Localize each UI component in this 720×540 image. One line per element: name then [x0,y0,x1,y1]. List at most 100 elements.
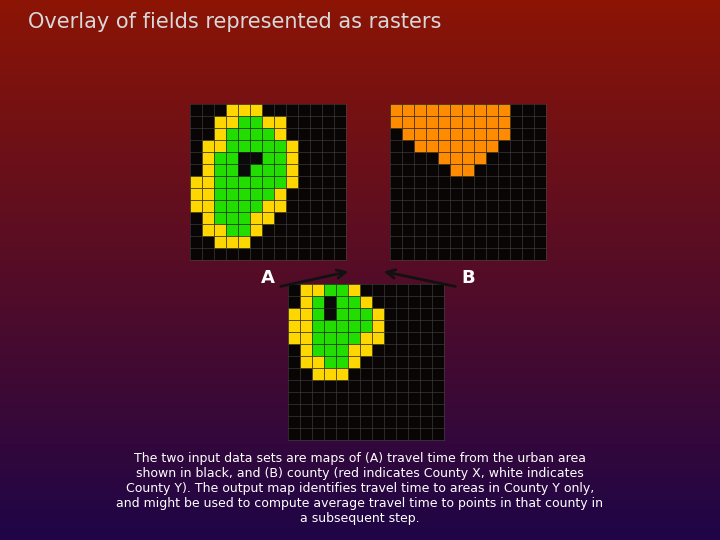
Bar [214,152,226,164]
Bar [202,200,214,212]
Bar [238,164,250,176]
Bar [348,320,360,332]
Bar [226,116,238,128]
Bar [238,152,250,164]
Bar [202,176,214,188]
Bar [450,140,462,152]
Bar [250,212,262,224]
Bar [238,128,250,140]
Bar [486,116,498,128]
Bar [348,284,360,296]
Bar [324,332,336,344]
Bar [438,152,450,164]
Bar [262,164,274,176]
Bar [336,296,348,308]
Bar [202,188,214,200]
Bar [348,356,360,368]
Bar [450,152,462,164]
Bar [360,320,372,332]
Bar [462,104,474,116]
Bar [214,236,226,248]
Bar [226,104,238,116]
Bar [300,344,312,356]
Bar [450,128,462,140]
Bar [474,140,486,152]
Bar [438,116,450,128]
Bar [426,140,438,152]
Bar [226,128,238,140]
Bar [214,176,226,188]
Bar [474,128,486,140]
Bar [312,320,324,332]
Bar [288,284,444,440]
Bar [450,116,462,128]
Bar [312,356,324,368]
Bar [274,164,286,176]
Bar [438,104,450,116]
Bar [462,164,474,176]
Bar [288,308,300,320]
Bar [250,116,262,128]
Bar [324,284,336,296]
Bar [202,140,214,152]
Bar [324,320,336,332]
Bar [214,212,226,224]
Bar [312,332,324,344]
Bar [238,140,250,152]
Bar [262,176,274,188]
Bar [250,140,262,152]
Bar [312,296,324,308]
Bar [226,224,238,236]
Bar [324,344,336,356]
Bar [238,116,250,128]
Bar [486,140,498,152]
Bar [414,104,426,116]
Bar [214,116,226,128]
Bar [462,128,474,140]
Bar [250,188,262,200]
Bar [226,164,238,176]
Bar [274,116,286,128]
Bar [336,356,348,368]
Bar [390,104,546,260]
Bar [390,116,402,128]
Bar [238,104,250,116]
Bar [360,332,372,344]
Bar [286,140,298,152]
Bar [402,104,414,116]
Bar [238,176,250,188]
Text: The two input data sets are maps of (A) travel time from the urban area
shown in: The two input data sets are maps of (A) … [117,452,603,525]
Bar [262,140,274,152]
Bar [262,212,274,224]
Bar [336,308,348,320]
Bar [402,128,414,140]
Bar [324,368,336,380]
Bar [426,116,438,128]
Bar [450,164,462,176]
Bar [474,104,486,116]
Bar [274,152,286,164]
Bar [348,332,360,344]
Bar [214,188,226,200]
Bar [462,116,474,128]
Bar [426,104,438,116]
Bar [414,116,426,128]
Bar [238,212,250,224]
Bar [250,128,262,140]
Bar [190,176,202,188]
Bar [300,296,312,308]
Bar [402,116,414,128]
Text: B: B [462,269,474,287]
Bar [498,104,510,116]
Bar [462,140,474,152]
Bar [450,104,462,116]
Bar [372,332,384,344]
Bar [360,308,372,320]
Bar [190,200,202,212]
Bar [190,104,346,260]
Bar [202,164,214,176]
Bar [238,236,250,248]
Bar [226,188,238,200]
Bar [262,128,274,140]
Bar [250,176,262,188]
